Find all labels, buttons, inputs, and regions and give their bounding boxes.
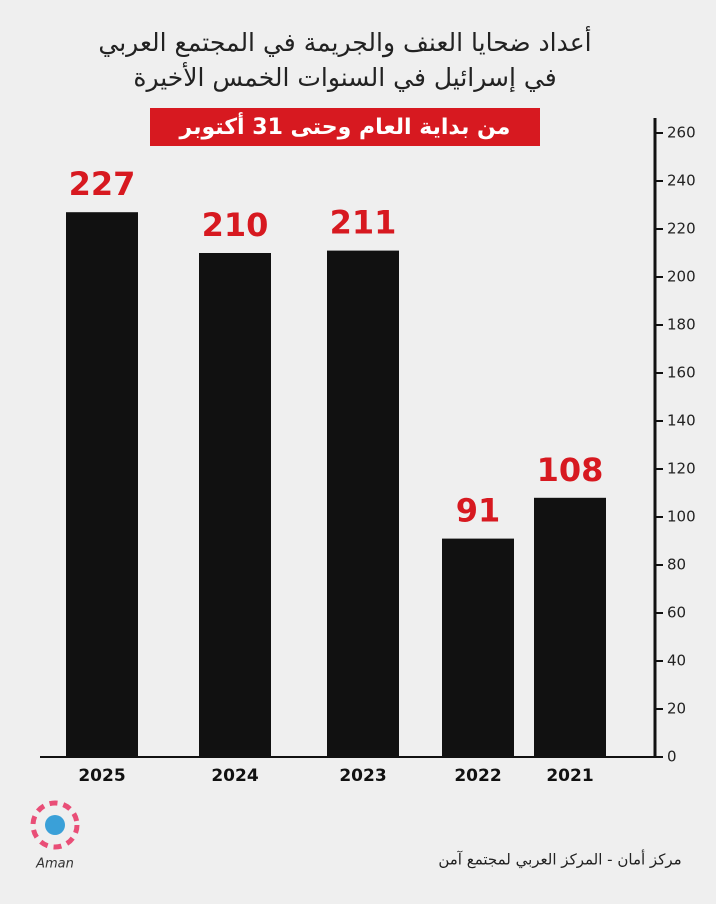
chart-title: أعداد ضحايا العنف والجريمة في المجتمع ال…	[98, 25, 591, 58]
x-tick-label: 2021	[546, 766, 593, 786]
x-tick-label: 2022	[454, 766, 501, 786]
y-tick-label: 60	[667, 604, 686, 622]
y-tick-label: 100	[667, 508, 696, 526]
bar	[327, 250, 399, 757]
value-label: 211	[330, 204, 397, 242]
source: مركز أمان - المركز العربي لمجتمع آمن	[438, 850, 681, 870]
value-label: 227	[69, 165, 136, 203]
x-tick-label: 2023	[339, 766, 386, 786]
logo-text: Aman	[35, 857, 74, 872]
y-tick-label: 40	[667, 652, 686, 670]
y-tick-label: 220	[667, 220, 696, 238]
x-tick-label: 2024	[211, 766, 258, 786]
bar	[199, 253, 271, 757]
y-tick-label: 140	[667, 412, 696, 430]
y-tick-label: 120	[667, 460, 696, 478]
value-label: 210	[202, 206, 269, 244]
y-tick-label: 20	[667, 700, 686, 718]
bar	[66, 212, 138, 757]
x-tick-label: 2025	[78, 766, 125, 786]
y-tick-label: 180	[667, 316, 696, 334]
y-tick-label: 0	[667, 748, 677, 766]
y-tick-label: 260	[667, 124, 696, 142]
chart-subtitle: في إسرائيل في السنوات الخمس الأخيرة	[133, 61, 556, 93]
logo-ring	[30, 800, 80, 850]
y-tick-label: 200	[667, 268, 696, 286]
y-tick-label: 160	[667, 364, 696, 382]
bar	[534, 497, 606, 757]
y-tick-label: 240	[667, 172, 696, 190]
value-label: 108	[537, 451, 604, 489]
value-label: 91	[456, 492, 501, 530]
logo	[30, 800, 80, 850]
logo-center	[45, 815, 65, 835]
period-box	[150, 108, 540, 146]
period-label: من بداية العام وحتى 31 أكتوبر	[179, 111, 511, 140]
bar	[442, 538, 514, 757]
y-tick-label: 80	[667, 556, 686, 574]
